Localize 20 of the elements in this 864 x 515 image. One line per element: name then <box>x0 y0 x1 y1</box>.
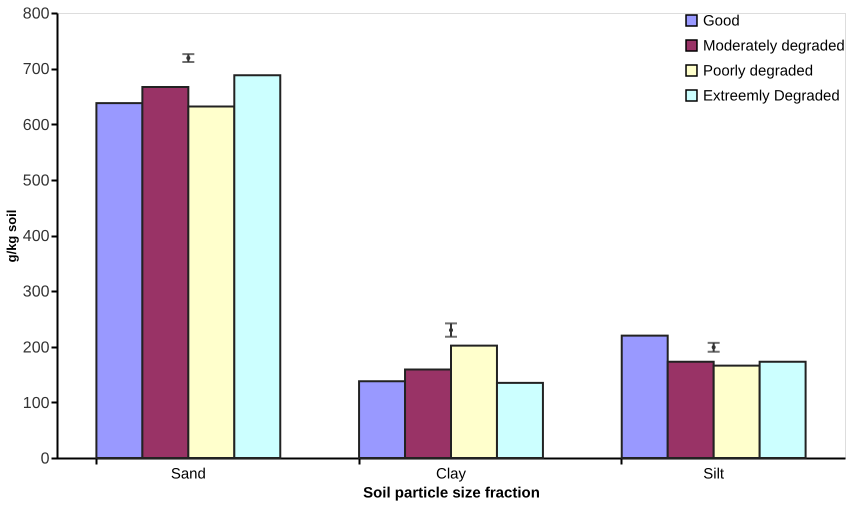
legend-label: Good <box>703 12 740 30</box>
x-tick-label: Sand <box>170 466 206 482</box>
x-tick-label: Clay <box>436 466 466 482</box>
y-tick-label: 100 <box>22 394 50 412</box>
y-axis-title: g/kg soil <box>4 210 19 262</box>
legend-label: Poorly degraded <box>703 62 814 80</box>
legend-label: Moderately degraded <box>703 38 845 54</box>
y-tick-label: 0 <box>40 450 50 468</box>
y-tick-label: 200 <box>22 339 50 356</box>
x-axis-title: Soil particle size fraction <box>363 484 540 502</box>
y-tick-label: 300 <box>22 284 50 301</box>
point <box>712 345 716 350</box>
y-tick-label: 700 <box>22 61 50 78</box>
legend-label: Extreemly Degraded <box>703 88 840 104</box>
y-tick-label: 600 <box>22 116 50 134</box>
y-tick-label: 800 <box>22 6 50 22</box>
x-tick-label: Silt <box>703 466 725 482</box>
y-tick-label: 500 <box>22 172 50 190</box>
y-tick-label: 400 <box>22 228 50 245</box>
point <box>449 328 453 332</box>
